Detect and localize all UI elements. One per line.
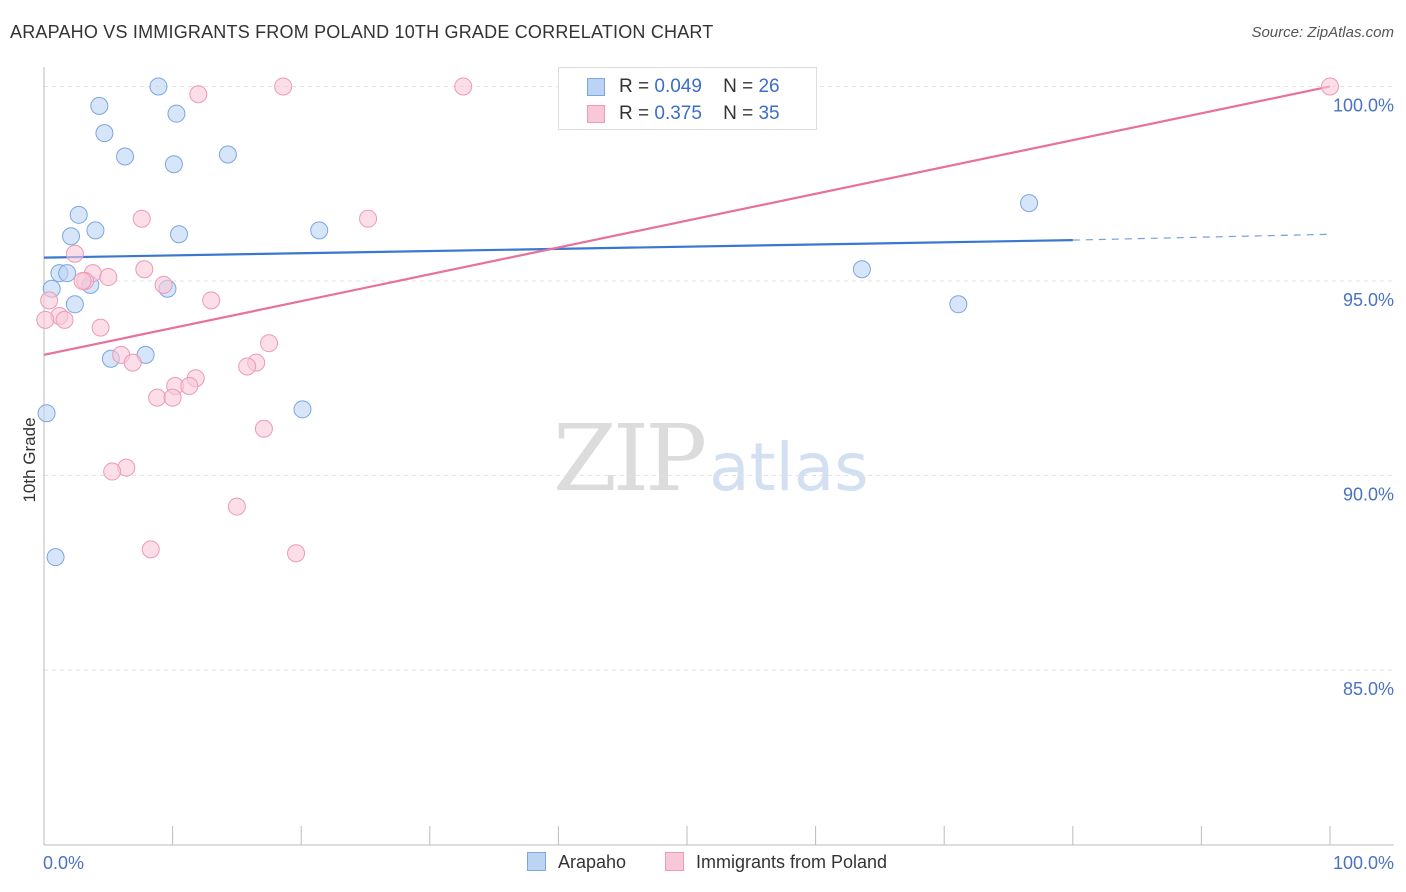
poland-point-34 bbox=[73, 271, 92, 290]
arapaho-trend-line bbox=[43, 239, 1073, 259]
poland-point-2 bbox=[189, 85, 208, 104]
legend-n-value: 35 bbox=[758, 103, 780, 124]
arapaho-point-10 bbox=[170, 225, 189, 244]
data-points bbox=[36, 77, 1339, 567]
arapaho-point-7 bbox=[69, 205, 88, 224]
series-legend-arapaho: Arapaho bbox=[527, 852, 626, 873]
poland-point-33 bbox=[36, 310, 55, 329]
arapaho-point-17 bbox=[65, 295, 84, 314]
poland-point-11 bbox=[154, 275, 173, 294]
poland-point-12 bbox=[40, 291, 59, 310]
legend-r-label: R = bbox=[619, 103, 650, 124]
watermark-zip: ZIP bbox=[553, 405, 707, 512]
poland-point-16 bbox=[91, 318, 110, 337]
legend-r-value: 0.375 bbox=[654, 103, 702, 124]
y-tick-label-3: 100.0% bbox=[1333, 95, 1394, 115]
arapaho-point-2 bbox=[167, 104, 186, 123]
axes bbox=[43, 67, 1394, 846]
arapaho-point-9 bbox=[62, 227, 81, 246]
correlation-legend: R = 0.049 N = 26 R = 0.375 N = 35 bbox=[558, 67, 817, 130]
y-tick-label-0: 85.0% bbox=[1343, 679, 1394, 699]
poland-point-0 bbox=[274, 77, 293, 96]
arapaho-point-25 bbox=[949, 295, 968, 314]
poland-point-4 bbox=[132, 209, 151, 228]
legend-n-label: N = bbox=[723, 76, 754, 97]
legend-swatch-poland bbox=[587, 105, 605, 123]
arapaho-point-1 bbox=[90, 96, 109, 115]
arapaho-point-13 bbox=[58, 264, 77, 283]
y-tick-label-1: 90.0% bbox=[1343, 484, 1394, 504]
arapaho-point-8 bbox=[86, 221, 105, 240]
arapaho-point-23 bbox=[1020, 194, 1039, 213]
arapaho-point-22 bbox=[46, 548, 65, 567]
y-tick-label-2: 95.0% bbox=[1343, 290, 1394, 310]
series-legend-poland: Immigrants from Poland bbox=[665, 852, 887, 873]
poland-point-1 bbox=[454, 77, 473, 96]
legend-r-value: 0.049 bbox=[654, 76, 702, 97]
series-swatch-arapaho bbox=[527, 852, 546, 871]
trend-lines bbox=[43, 85, 1331, 356]
poland-point-31 bbox=[141, 540, 160, 559]
series-label-arapaho: Arapaho bbox=[558, 852, 627, 872]
legend-n-value: 26 bbox=[758, 76, 780, 97]
poland-point-7 bbox=[135, 260, 154, 279]
legend-n-label: N = bbox=[723, 103, 754, 124]
poland-point-15 bbox=[55, 310, 74, 329]
arapaho-point-21 bbox=[293, 400, 312, 419]
arapaho-point-11 bbox=[310, 221, 329, 240]
chart-title: ARAPAHO VS IMMIGRANTS FROM POLAND 10TH G… bbox=[10, 22, 714, 42]
poland-point-26 bbox=[163, 388, 182, 407]
series-label-poland: Immigrants from Poland bbox=[696, 852, 888, 872]
poland-point-27 bbox=[254, 419, 273, 438]
watermark: ZIPatlas bbox=[553, 405, 869, 512]
series-swatch-poland bbox=[665, 852, 684, 871]
x-tick-label-max: 100.0% bbox=[1333, 853, 1394, 873]
poland-point-19 bbox=[123, 353, 142, 372]
legend-r-label: R = bbox=[619, 76, 650, 97]
poland-trend-line bbox=[43, 85, 1331, 356]
source-label: Source: ZipAtlas.com bbox=[1251, 24, 1394, 41]
gridlines bbox=[44, 85, 1394, 671]
poland-point-29 bbox=[103, 462, 122, 481]
arapaho-point-4 bbox=[116, 147, 135, 166]
watermark-atlas: atlas bbox=[709, 429, 869, 506]
poland-point-13 bbox=[202, 291, 221, 310]
poland-point-21 bbox=[238, 357, 257, 376]
x-tick-label-min: 0.0% bbox=[43, 853, 84, 873]
poland-point-3 bbox=[1321, 77, 1339, 96]
arapaho-point-0 bbox=[149, 77, 168, 96]
arapaho-point-3 bbox=[95, 124, 114, 143]
arapaho-point-24 bbox=[852, 260, 871, 279]
arapaho-point-5 bbox=[218, 145, 237, 164]
poland-point-24 bbox=[180, 376, 199, 395]
legend-swatch-arapaho bbox=[587, 78, 605, 96]
poland-point-6 bbox=[65, 244, 84, 263]
poland-point-30 bbox=[227, 497, 246, 516]
poland-point-5 bbox=[359, 209, 378, 228]
poland-point-25 bbox=[148, 388, 167, 407]
poland-point-17 bbox=[260, 334, 279, 353]
arapaho-trend-extension bbox=[1072, 233, 1331, 241]
arapaho-point-6 bbox=[164, 155, 183, 174]
y-axis-title: 10th Grade bbox=[20, 417, 39, 502]
poland-point-9 bbox=[99, 268, 118, 287]
tick-labels: 85.0% 90.0% 95.0% 100.0% 0.0% 100.0% bbox=[43, 95, 1394, 873]
poland-point-32 bbox=[287, 544, 306, 563]
arapaho-point-20 bbox=[37, 404, 56, 423]
